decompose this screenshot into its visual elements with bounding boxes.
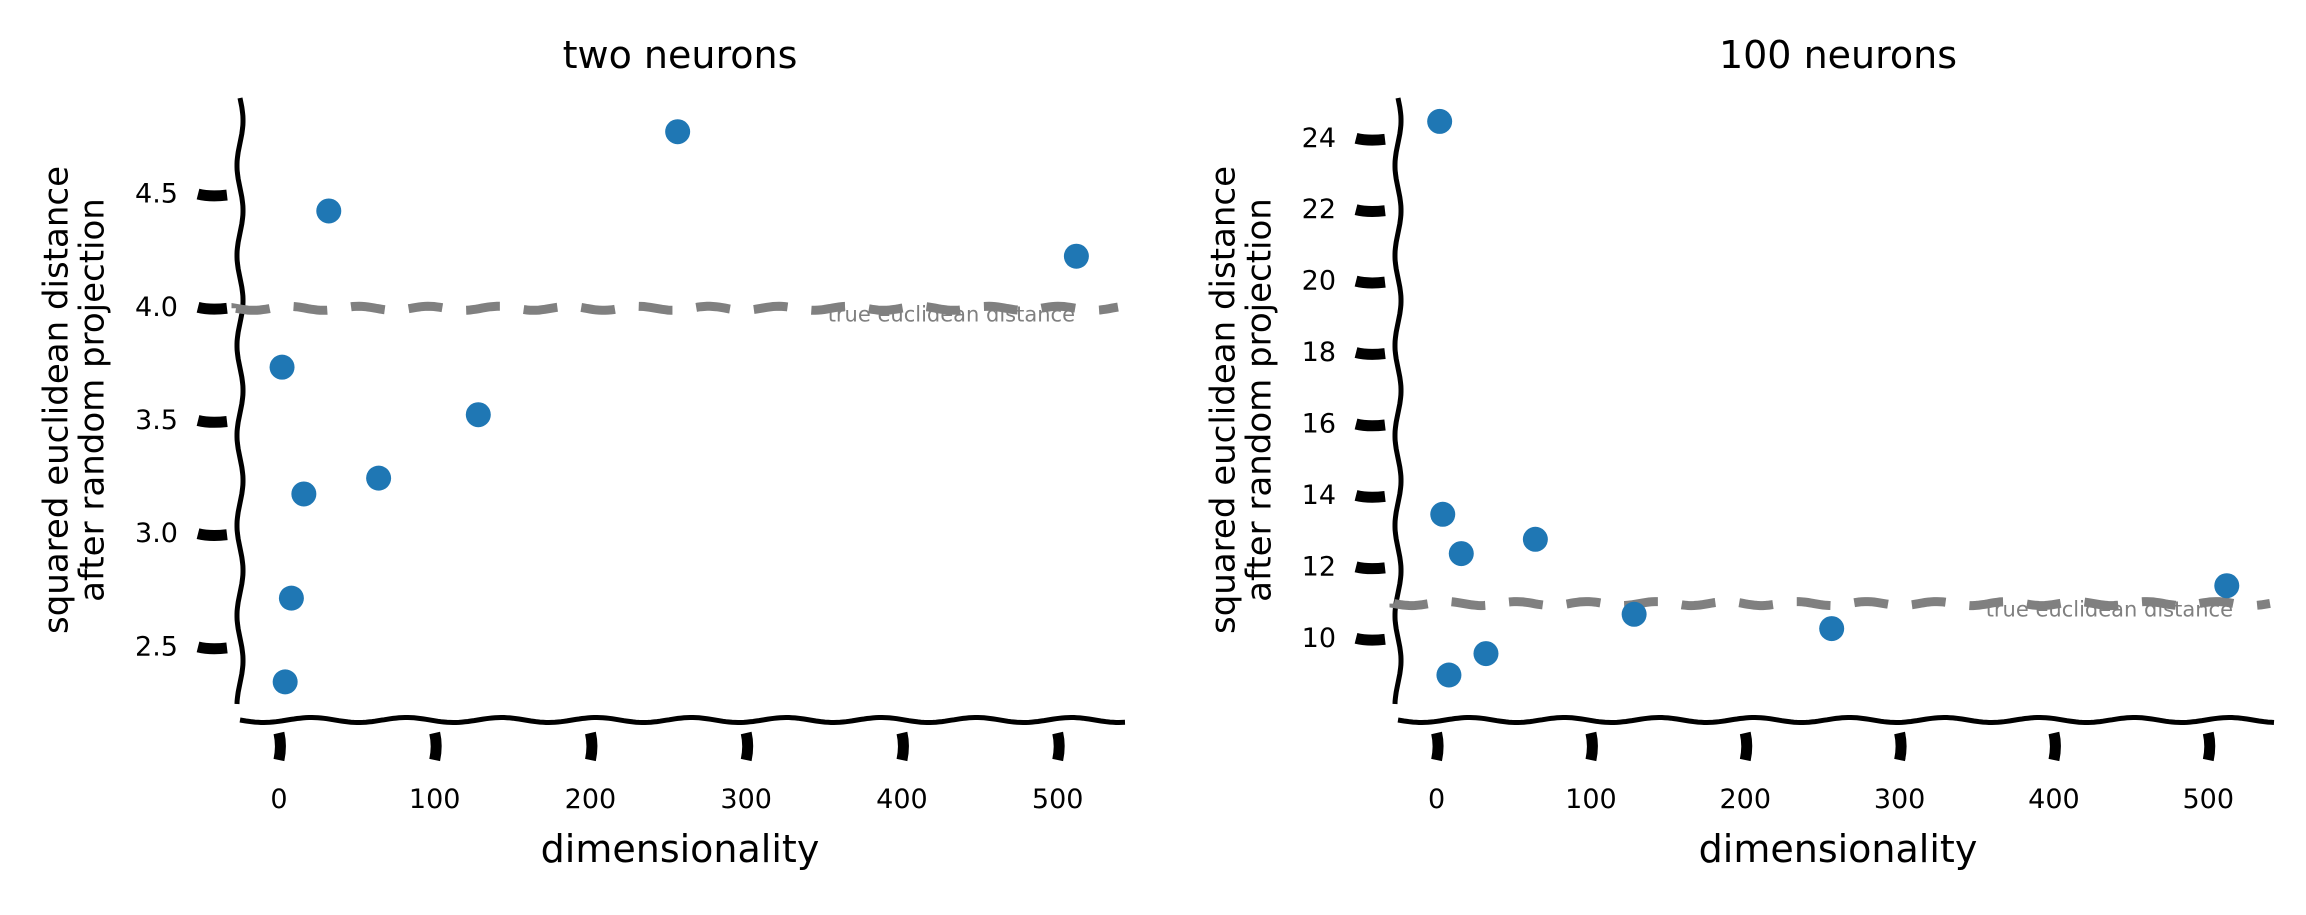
y-tick-label: 14	[1302, 480, 1336, 511]
chart-title: 100 neurons	[1719, 33, 1957, 77]
y-tick	[1354, 561, 1386, 575]
data-point	[1430, 501, 1456, 527]
data-point	[465, 402, 491, 428]
y-tick-label: 18	[1302, 337, 1336, 368]
data-point	[1448, 541, 1474, 567]
reference-line	[231, 301, 1119, 315]
y-tick-label: 22	[1302, 194, 1336, 225]
y-tick	[1354, 275, 1386, 289]
x-tick	[1894, 731, 1907, 762]
data-point	[1473, 641, 1499, 667]
y-tick-label: 24	[1302, 123, 1336, 154]
x-tick-label: 200	[565, 784, 617, 815]
y-tick	[196, 188, 228, 202]
y-tick-label: 3.5	[135, 405, 178, 436]
y-tick	[1354, 204, 1386, 218]
x-tick-label: 400	[2028, 784, 2080, 815]
x-tick-label: 0	[270, 784, 287, 815]
x-axis-spine	[1397, 715, 2275, 725]
x-tick	[585, 731, 598, 762]
y-axis-spine	[1392, 97, 1404, 705]
y-tick-label: 16	[1302, 409, 1336, 440]
y-tick	[1354, 632, 1386, 646]
data-point	[269, 354, 295, 380]
reference-label: true euclidean distance	[828, 302, 1075, 326]
x-tick-label: 500	[1032, 784, 1084, 815]
x-tick-label: 200	[1719, 784, 1771, 815]
data-point	[1427, 108, 1453, 134]
x-tick-label: 500	[2182, 784, 2234, 815]
y-tick-label: 4.0	[135, 292, 178, 323]
y-tick	[1354, 132, 1386, 146]
y-tick-label: 2.5	[135, 631, 178, 662]
y-tick-label: 10	[1302, 623, 1336, 654]
data-point	[665, 119, 691, 145]
y-tick-label: 3.0	[135, 518, 178, 549]
y-axis-label-line-2: after random projection	[73, 198, 113, 602]
x-tick-label: 100	[409, 784, 461, 815]
reference-line	[1389, 597, 2271, 611]
y-tick	[196, 641, 228, 655]
x-tick-label: 300	[720, 784, 772, 815]
data-point	[291, 481, 317, 507]
y-tick-label: 20	[1302, 266, 1336, 297]
y-axis-label-line-2: after random projection	[1240, 198, 1280, 602]
panel-1: two neurons squared euclidean distanceaft…	[37, 33, 1126, 871]
x-tick	[2048, 731, 2061, 762]
data-point	[1436, 662, 1462, 688]
data-point	[272, 669, 298, 695]
x-tick	[1585, 731, 1598, 762]
reference-label: true euclidean distance	[1986, 598, 2233, 622]
y-axis-spine	[234, 97, 246, 705]
x-tick	[273, 731, 286, 762]
data-point	[1819, 616, 1845, 642]
y-axis-label-line-1: squared euclidean distance	[37, 166, 77, 634]
y-tick	[1354, 347, 1386, 360]
x-axis-label: dimensionality	[1699, 827, 1978, 871]
x-tick	[740, 731, 754, 762]
x-tick-label: 100	[1565, 784, 1617, 815]
data-point	[1063, 243, 1089, 269]
y-tick-label: 4.5	[135, 179, 178, 210]
x-tick-label: 400	[876, 784, 928, 815]
x-tick	[1052, 731, 1065, 762]
x-tick	[1739, 731, 1753, 762]
x-tick	[896, 731, 909, 762]
data-point	[366, 465, 392, 491]
x-tick-label: 300	[1874, 784, 1926, 815]
data-point	[1621, 601, 1647, 627]
chart-title: two neurons	[563, 33, 798, 77]
x-tick	[2202, 731, 2216, 762]
data-point	[1522, 526, 1548, 552]
data-point	[278, 585, 304, 611]
x-axis-spine	[239, 715, 1126, 725]
data-point	[316, 198, 342, 224]
x-tick	[429, 731, 442, 762]
y-tick	[196, 415, 228, 428]
x-tick-label: 0	[1428, 784, 1445, 815]
data-point	[2214, 573, 2240, 599]
panel-2: 100 neurons squared euclidean distanceaft…	[1204, 33, 2275, 871]
y-tick	[196, 528, 228, 542]
y-tick	[1354, 418, 1386, 432]
y-tick	[196, 301, 228, 315]
x-axis-label: dimensionality	[541, 827, 820, 871]
y-tick-label: 12	[1302, 551, 1336, 582]
y-axis-label-line-1: squared euclidean distance	[1204, 166, 1244, 634]
x-tick	[1431, 731, 1444, 762]
y-tick	[1354, 490, 1386, 503]
